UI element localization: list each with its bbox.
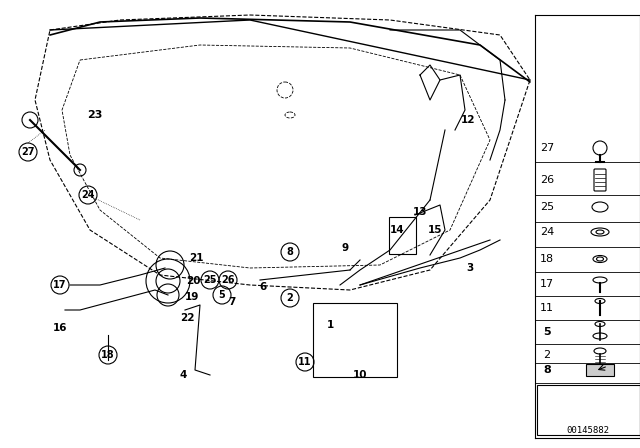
- Text: 27: 27: [540, 143, 554, 153]
- Text: 13: 13: [413, 207, 428, 217]
- Text: 8: 8: [287, 247, 293, 257]
- Text: 24: 24: [540, 227, 554, 237]
- Text: 26: 26: [221, 275, 235, 285]
- Text: 21: 21: [189, 253, 204, 263]
- Text: 25: 25: [204, 275, 217, 285]
- Text: 25: 25: [540, 202, 554, 212]
- Text: 26: 26: [540, 175, 554, 185]
- Text: 9: 9: [341, 243, 349, 253]
- Text: 18: 18: [101, 350, 115, 360]
- Text: 7: 7: [228, 297, 236, 307]
- Text: 8: 8: [543, 365, 551, 375]
- Text: 5: 5: [219, 290, 225, 300]
- Text: 11: 11: [298, 357, 312, 367]
- Text: 10: 10: [353, 370, 367, 380]
- Text: 2: 2: [543, 350, 550, 360]
- Text: 18: 18: [540, 254, 554, 264]
- Text: 00145882: 00145882: [566, 426, 609, 435]
- FancyBboxPatch shape: [586, 364, 614, 376]
- Text: 15: 15: [428, 225, 442, 235]
- Text: 20: 20: [186, 276, 200, 286]
- Text: 24: 24: [81, 190, 95, 200]
- Text: 23: 23: [87, 110, 102, 120]
- Text: 17: 17: [540, 279, 554, 289]
- Text: 1: 1: [326, 320, 333, 330]
- Text: 22: 22: [180, 313, 195, 323]
- Text: 2: 2: [287, 293, 293, 303]
- Text: 6: 6: [259, 282, 267, 292]
- Text: 27: 27: [21, 147, 35, 157]
- Text: 3: 3: [467, 263, 474, 273]
- Text: 14: 14: [390, 225, 404, 235]
- Text: 17: 17: [53, 280, 67, 290]
- Text: 12: 12: [461, 115, 476, 125]
- Text: 4: 4: [179, 370, 187, 380]
- Text: 19: 19: [185, 292, 199, 302]
- Text: 16: 16: [52, 323, 67, 333]
- Text: 11: 11: [540, 303, 554, 313]
- Text: 5: 5: [543, 327, 551, 337]
